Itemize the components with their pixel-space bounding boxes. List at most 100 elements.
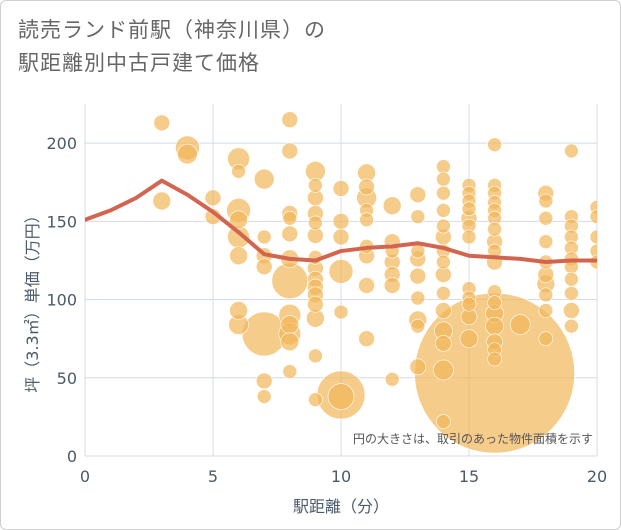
- data-bubble: [436, 414, 451, 429]
- data-bubble: [538, 303, 554, 318]
- data-bubble: [282, 210, 298, 226]
- data-bubble: [433, 359, 454, 381]
- data-bubble: [461, 296, 477, 312]
- data-bubble: [538, 234, 554, 249]
- data-bubble: [281, 225, 299, 243]
- data-bubble: [358, 178, 375, 196]
- data-bubble: [308, 348, 323, 364]
- data-bubble: [435, 335, 452, 352]
- data-bubble: [564, 271, 579, 287]
- data-bubble: [177, 143, 198, 165]
- data-bubble: [461, 201, 477, 217]
- data-bubble: [409, 186, 427, 204]
- data-bubble: [487, 137, 502, 152]
- data-bubble: [410, 290, 426, 306]
- data-bubble: [436, 254, 451, 270]
- data-bubble: [589, 229, 597, 245]
- data-bubble: [358, 330, 375, 347]
- data-bubble: [229, 210, 248, 230]
- data-bubble: [308, 215, 323, 231]
- data-bubble: [409, 267, 427, 285]
- data-bubble: [204, 189, 222, 207]
- data-bubble: [589, 209, 597, 224]
- x-tick-label: 20: [587, 467, 607, 486]
- data-bubble: [436, 203, 451, 218]
- data-bubble: [485, 316, 504, 336]
- data-bubble: [255, 372, 273, 390]
- data-bubble: [358, 277, 375, 294]
- data-bubble: [589, 243, 597, 259]
- data-bubble: [308, 178, 323, 193]
- data-bubble: [281, 142, 299, 160]
- data-bubble: [382, 196, 402, 215]
- data-bubble: [509, 314, 531, 335]
- data-bubble: [280, 315, 300, 334]
- data-bubble: [332, 213, 350, 230]
- data-bubble: [152, 191, 172, 211]
- data-bubble: [436, 185, 451, 201]
- data-bubble: [231, 163, 246, 179]
- x-tick-label: 15: [459, 467, 479, 486]
- data-bubble: [538, 287, 554, 303]
- data-bubble: [436, 285, 451, 301]
- data-bubble: [435, 302, 452, 319]
- data-bubble: [487, 221, 502, 237]
- data-bubble: [229, 246, 248, 266]
- x-tick-label: 0: [80, 467, 90, 486]
- y-tick-label: 50: [57, 369, 77, 388]
- data-bubble: [564, 285, 579, 301]
- y-tick-label: 0: [67, 447, 77, 466]
- data-bubble: [153, 114, 171, 132]
- data-bubble: [333, 304, 349, 320]
- data-bubble: [538, 193, 554, 209]
- data-bubble: [332, 180, 350, 197]
- data-bubble: [538, 210, 554, 226]
- data-bubble: [332, 228, 350, 246]
- data-bubble: [383, 277, 401, 294]
- y-axis-label: 坪（3.3㎡）単価（万円）: [23, 207, 42, 392]
- average-price-line: [85, 178, 597, 265]
- chart-title-line-2: 駅距離別中古戸建て価格: [18, 51, 260, 75]
- data-bubble: [281, 111, 299, 128]
- data-bubble: [327, 383, 355, 410]
- line-series: [85, 178, 597, 265]
- data-bubble: [308, 392, 323, 407]
- y-tick-label: 100: [46, 291, 77, 310]
- data-bubble: [410, 318, 426, 334]
- data-bubble: [564, 143, 579, 159]
- x-axis-label: 駅距離（分）: [293, 497, 389, 516]
- data-bubble: [256, 229, 272, 245]
- chart-title-line-1: 読売ランド前駅（神奈川県）の: [18, 18, 326, 42]
- data-bubble: [271, 262, 309, 300]
- data-bubble: [436, 159, 451, 174]
- data-bubble: [328, 259, 354, 284]
- x-tick-label: 10: [331, 467, 351, 486]
- data-bubble: [564, 318, 579, 334]
- data-bubble: [487, 295, 502, 310]
- chart-title: 読売ランド前駅（神奈川県）の 駅距離別中古戸建て価格: [18, 14, 326, 80]
- data-bubble: [256, 389, 272, 404]
- data-bubble: [461, 229, 477, 245]
- data-bubble: [487, 351, 502, 367]
- y-tick-label: 200: [46, 134, 77, 153]
- data-bubble: [410, 209, 426, 224]
- x-tick-label: 5: [208, 467, 218, 486]
- data-bubble: [459, 329, 479, 348]
- data-bubble: [307, 295, 324, 313]
- data-bubble: [384, 372, 400, 387]
- data-bubble: [436, 218, 451, 234]
- data-bubble: [409, 358, 427, 376]
- data-bubble: [280, 332, 300, 352]
- data-bubble: [563, 302, 580, 319]
- y-tick-label: 150: [46, 212, 77, 231]
- data-bubble: [538, 331, 554, 346]
- data-bubble: [255, 258, 273, 276]
- bubble-size-note: 円の大きさは、取引のあった物件面積を示す: [353, 431, 593, 446]
- data-bubble: [253, 168, 275, 190]
- data-bubble: [282, 364, 298, 379]
- data-bubble: [229, 301, 248, 320]
- data-bubble: [436, 171, 451, 187]
- data-bubble: [359, 212, 374, 228]
